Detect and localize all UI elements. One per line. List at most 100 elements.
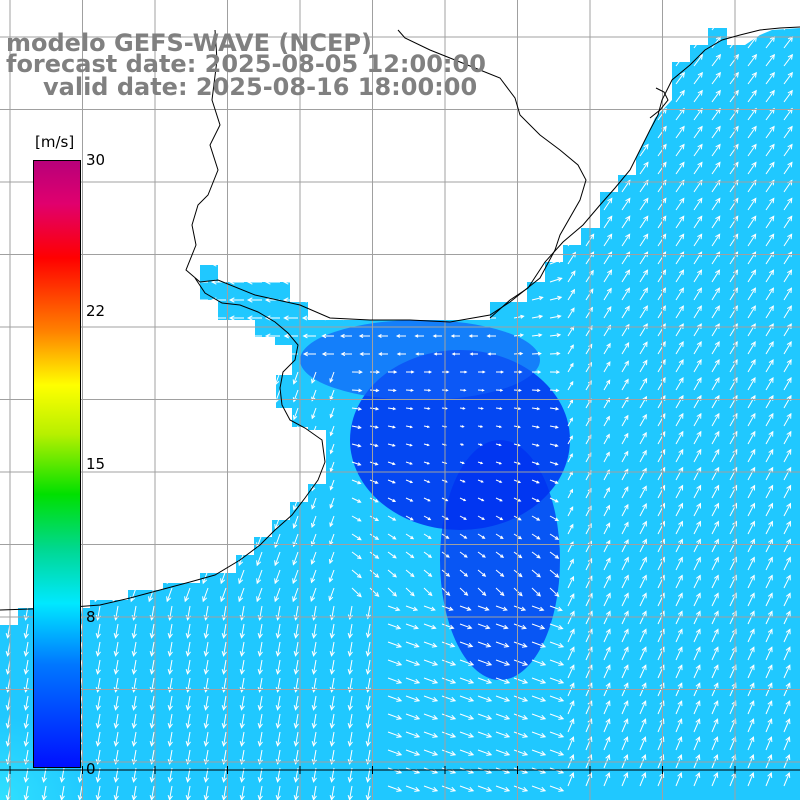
wind-arrow (0, 225, 10, 231)
wind-arrow (246, 189, 262, 195)
wind-arrow (387, 569, 397, 578)
wind-arrow (423, 533, 432, 539)
wind-arrow (311, 641, 317, 657)
wind-arrow (495, 731, 511, 738)
wind-arrow (549, 89, 559, 103)
wind-arrow (513, 461, 521, 465)
wind-arrow (513, 28, 520, 31)
wind-arrow (477, 533, 486, 539)
wind-arrow (4, 497, 11, 513)
wind-arrow (466, 297, 478, 303)
wind-arrow (22, 371, 29, 387)
wind-arrow (283, 315, 298, 321)
wind-arrow (621, 432, 629, 445)
wind-arrow (747, 233, 757, 247)
wind-arrow (347, 623, 353, 639)
wind-arrow (282, 117, 298, 123)
wind-arrow (23, 731, 29, 747)
wind-arrow (639, 107, 649, 121)
wind-arrow (783, 592, 791, 607)
wind-arrow (675, 520, 683, 535)
wind-arrow (675, 35, 686, 49)
wind-arrow (693, 161, 703, 175)
wind-arrow (621, 287, 631, 301)
wind-arrow (228, 243, 244, 249)
wind-arrow (202, 533, 209, 549)
wind-arrow (675, 646, 683, 661)
wind-arrow (256, 461, 263, 477)
wind-arrow (387, 605, 401, 612)
wind-arrow (621, 35, 632, 49)
wind-arrow (156, 153, 172, 159)
wind-arrow (0, 81, 10, 87)
wind-arrow (292, 587, 299, 603)
wind-arrow (747, 592, 755, 607)
wind-arrow (459, 443, 465, 446)
wind-arrow (549, 659, 565, 666)
wind-arrow (729, 376, 738, 391)
wind-arrow (328, 587, 335, 602)
wind-arrow (765, 305, 774, 319)
wind-arrow (513, 605, 527, 612)
wind-arrow (387, 497, 397, 502)
wind-arrow (531, 183, 545, 193)
wind-arrow (138, 315, 154, 321)
wind-arrow (202, 515, 209, 531)
wind-arrow (366, 605, 371, 620)
wind-arrow (12, 243, 28, 249)
wind-arrow (675, 484, 684, 499)
wind-arrow (138, 351, 154, 357)
wind-arrow (301, 315, 316, 321)
wind-arrow (462, 207, 478, 213)
wind-arrow (275, 695, 281, 711)
wind-arrow (693, 574, 701, 589)
wind-arrow (480, 28, 496, 33)
wind-arrow (257, 641, 263, 657)
wind-arrow (747, 664, 755, 679)
wind-arrow (621, 89, 631, 103)
wind-arrow (292, 425, 299, 439)
wind-arrow (567, 593, 575, 607)
title-forecast-date: forecast date: 2025-08-05 12:00:00 (6, 50, 486, 78)
wind-arrow (711, 125, 721, 139)
wind-arrow (0, 171, 10, 177)
wind-arrow (603, 646, 611, 661)
wind-arrow (423, 623, 437, 630)
wind-arrow (184, 551, 191, 567)
wind-arrow (257, 659, 263, 675)
wind-arrow (567, 453, 573, 463)
wind-arrow (603, 415, 610, 427)
wind-arrow (513, 258, 527, 265)
wind-arrow (311, 389, 317, 402)
wind-arrow (639, 772, 647, 787)
wind-arrow (264, 261, 280, 267)
wind-arrow (156, 243, 172, 249)
wind-arrow (711, 466, 720, 481)
wind-arrow (693, 610, 701, 625)
wind-arrow (603, 269, 613, 283)
wind-arrow (441, 713, 457, 720)
colorbar-unit: [m/s] (35, 133, 75, 151)
wind-arrow (282, 261, 298, 267)
wind-arrow (765, 430, 774, 445)
wind-arrow (112, 425, 119, 441)
wind-arrow (477, 370, 486, 374)
wind-arrow (202, 497, 209, 513)
wind-arrow (120, 297, 136, 303)
wind-arrow (338, 279, 352, 285)
wind-arrow (4, 371, 11, 387)
wind-arrow (639, 520, 647, 535)
wind-arrow (102, 243, 118, 249)
wind-arrow (747, 341, 756, 355)
wind-arrow (113, 731, 119, 747)
wind-arrow (167, 695, 173, 711)
colorbar-max-label: 30 (86, 151, 106, 169)
wind-arrow (22, 461, 29, 477)
wind-arrow (94, 569, 101, 585)
wind-arrow (329, 497, 335, 509)
wind-arrow (621, 414, 629, 427)
wind-arrow (621, 486, 629, 499)
wind-arrow (112, 569, 119, 585)
wind-arrow (351, 551, 362, 560)
wind-arrow (531, 201, 545, 211)
